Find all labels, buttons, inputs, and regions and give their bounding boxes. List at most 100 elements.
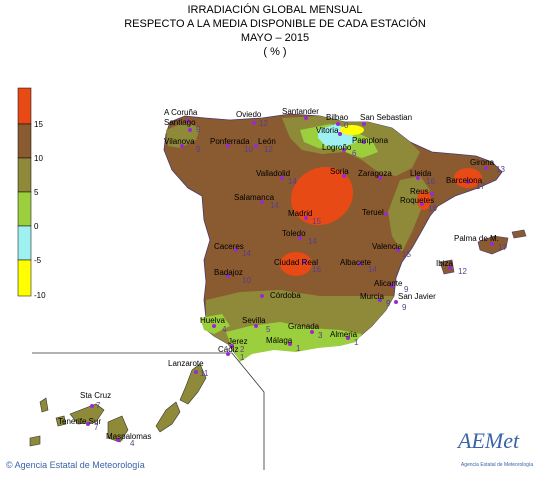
svg-text:14: 14 <box>242 249 251 258</box>
agency-credit-text: Agencia Estatal de Meteorología <box>14 460 145 470</box>
svg-text:Murcia: Murcia <box>360 292 385 301</box>
svg-text:16: 16 <box>312 265 321 274</box>
svg-text:Sta Cruz: Sta Cruz <box>80 391 111 400</box>
station-reus: Reus <box>410 187 434 196</box>
svg-text:Salamanca: Salamanca <box>234 193 275 202</box>
svg-text:Almeria: Almeria <box>330 330 358 339</box>
station-vilanova: Vilanova 9 <box>164 137 201 154</box>
station-leon: León 12 <box>254 137 276 154</box>
svg-text:Alicante: Alicante <box>374 279 403 288</box>
svg-text:14: 14 <box>308 237 317 246</box>
legend-tick-5: 5 <box>34 188 39 197</box>
station-maspalomas: Maspalomas 4 <box>106 432 151 448</box>
station-santiago: Santiago 9 <box>164 118 201 134</box>
station-murcia: Murcia 9 <box>360 292 391 308</box>
svg-text:0: 0 <box>344 121 349 130</box>
svg-text:16: 16 <box>426 177 435 186</box>
svg-text:1: 1 <box>354 338 359 347</box>
legend-swatch-15plus <box>17 87 32 125</box>
legend-swatch-neg5-0 <box>17 225 32 261</box>
svg-text:A Coruña: A Coruña <box>164 108 198 117</box>
station-roquetes: Roquetes 16 <box>400 196 437 213</box>
station-san-sebastian: San Sebastian <box>360 113 412 126</box>
legend-tick-0: 0 <box>34 222 39 231</box>
station-jerez: Jerez 2 <box>228 337 248 354</box>
svg-text:1: 1 <box>240 353 245 362</box>
station-a-coruña: A Coruña <box>164 108 198 123</box>
svg-text:Sevilla: Sevilla <box>242 316 266 325</box>
svg-text:6: 6 <box>352 149 357 158</box>
svg-text:14: 14 <box>288 177 297 186</box>
svg-text:Maspalomas: Maspalomas <box>106 432 151 441</box>
station-lanzarote: Lanzarote 11 <box>168 359 209 378</box>
svg-text:Pamplona: Pamplona <box>352 136 389 145</box>
svg-text:Palma de M.: Palma de M. <box>454 234 499 243</box>
svg-text:Valencia: Valencia <box>372 242 403 251</box>
legend-tick-15: 15 <box>34 120 43 129</box>
station-teruel: Teruel <box>362 208 388 217</box>
svg-text:Madrid: Madrid <box>288 209 312 218</box>
station-lleida: Lleida 16 <box>410 169 435 186</box>
svg-text:15: 15 <box>312 217 321 226</box>
station-albacete: Albacete 14 <box>340 258 377 274</box>
station-bilbao: Bilbao 0 <box>326 113 349 130</box>
zone-0-5-west <box>200 314 230 334</box>
map-subtitle: RESPECTO A LA MEDIA DISPONIBLE DE CADA E… <box>124 18 426 30</box>
station-toledo: Toledo 14 <box>282 229 317 246</box>
station-ciudad-real: Ciudad Real 16 <box>274 258 321 274</box>
svg-text:16: 16 <box>428 204 437 213</box>
svg-text:9: 9 <box>386 299 391 308</box>
svg-text:2: 2 <box>240 345 245 354</box>
map-units: ( % ) <box>263 46 287 58</box>
map-title: IRRADIACIÓN GLOBAL MENSUAL <box>187 4 363 16</box>
svg-text:Reus: Reus <box>410 187 429 196</box>
svg-text:Badajoz: Badajoz <box>214 268 243 277</box>
station-vitoria: Vitoria <box>316 126 342 136</box>
station-zaragoza: Zaragoza <box>358 169 392 180</box>
svg-text:7: 7 <box>94 423 99 432</box>
svg-text:4: 4 <box>130 439 135 448</box>
station-ponferrada: Ponferrada 10 <box>210 137 253 154</box>
svg-text:San Sebastian: San Sebastian <box>360 113 412 122</box>
station-madrid: Madrid 15 <box>288 209 321 226</box>
zone-15plus-ciudadreal <box>280 252 312 276</box>
svg-text:Zaragoza: Zaragoza <box>358 169 392 178</box>
svg-text:17: 17 <box>476 182 485 191</box>
zone-0-5-south <box>226 322 362 362</box>
svg-text:9: 9 <box>196 145 201 154</box>
aemet-logo: AEMet Agencia Estatal de Meteorología <box>452 428 542 472</box>
svg-text:11: 11 <box>200 369 209 378</box>
svg-text:Toledo: Toledo <box>282 229 306 238</box>
svg-text:3: 3 <box>318 331 323 340</box>
svg-text:Girona: Girona <box>470 158 495 167</box>
svg-text:Logroño: Logroño <box>322 143 352 152</box>
svg-text:17: 17 <box>498 243 507 252</box>
svg-text:14: 14 <box>368 265 377 274</box>
svg-text:Lanzarote: Lanzarote <box>168 359 204 368</box>
map-period: MAYO – 2015 <box>240 32 310 44</box>
svg-text:14: 14 <box>270 201 279 210</box>
svg-text:León: León <box>258 137 276 146</box>
lapalma-island <box>39 397 49 413</box>
svg-text:Jerez: Jerez <box>228 337 248 346</box>
svg-text:Oviedo: Oviedo <box>236 110 262 119</box>
station-sevilla: Sevilla 5 <box>242 316 271 334</box>
station-ibiza: Ibiza 12 <box>436 259 467 276</box>
svg-text:Córdoba: Córdoba <box>270 291 301 300</box>
svg-text:4: 4 <box>222 325 227 334</box>
legend-swatch-0-5 <box>17 191 32 227</box>
svg-text:7: 7 <box>96 401 101 410</box>
station-santander: Santander <box>282 107 319 120</box>
svg-text:Caceres: Caceres <box>214 242 244 251</box>
lanzarote-island <box>179 363 207 405</box>
svg-text:Albacete: Albacete <box>340 258 372 267</box>
svg-text:Teruel: Teruel <box>362 208 384 217</box>
svg-text:13: 13 <box>496 165 505 174</box>
menorca <box>511 229 527 239</box>
zone-15plus-center <box>290 166 354 226</box>
svg-text:10: 10 <box>242 276 251 285</box>
station-girona: Girona 13 <box>470 158 505 174</box>
station-cadiz: Cádiz 1 <box>218 345 245 362</box>
svg-text:Ibiza: Ibiza <box>436 259 453 268</box>
